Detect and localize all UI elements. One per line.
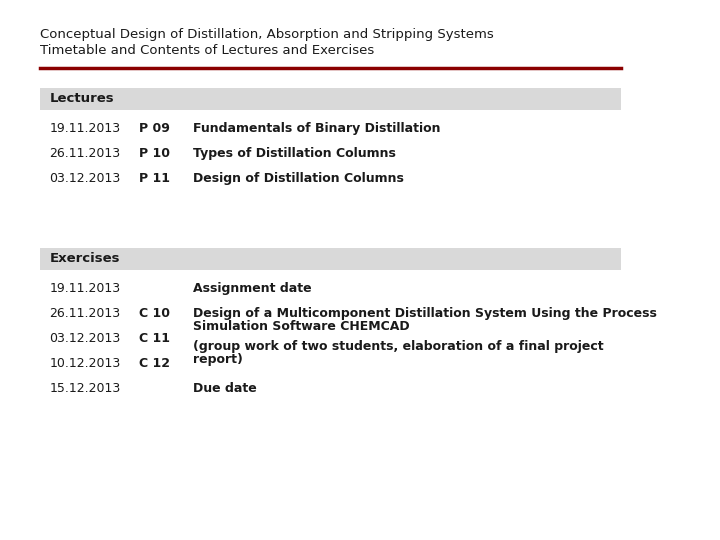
Text: Design of a Multicomponent Distillation System Using the Process: Design of a Multicomponent Distillation … [194, 307, 657, 320]
Text: 19.11.2013: 19.11.2013 [50, 282, 120, 295]
Text: Timetable and Contents of Lectures and Exercises: Timetable and Contents of Lectures and E… [40, 44, 374, 57]
Text: C 12: C 12 [140, 357, 171, 370]
Text: P 11: P 11 [140, 172, 171, 185]
Text: C 11: C 11 [140, 332, 171, 345]
Text: P 10: P 10 [140, 147, 171, 160]
Text: Fundamentals of Binary Distillation: Fundamentals of Binary Distillation [194, 122, 441, 135]
Text: 26.11.2013: 26.11.2013 [50, 147, 120, 160]
Text: (group work of two students, elaboration of a final project: (group work of two students, elaboration… [194, 340, 604, 353]
Text: report): report) [194, 353, 243, 366]
Text: C 10: C 10 [140, 307, 171, 320]
Text: Due date: Due date [194, 382, 257, 395]
Text: 15.12.2013: 15.12.2013 [50, 382, 121, 395]
FancyBboxPatch shape [40, 88, 621, 110]
Text: Design of Distillation Columns: Design of Distillation Columns [194, 172, 404, 185]
Text: 03.12.2013: 03.12.2013 [50, 172, 121, 185]
Text: Exercises: Exercises [50, 253, 120, 266]
Text: Simulation Software CHEMCAD: Simulation Software CHEMCAD [194, 320, 410, 333]
Text: 03.12.2013: 03.12.2013 [50, 332, 121, 345]
Text: Lectures: Lectures [50, 92, 114, 105]
FancyBboxPatch shape [40, 248, 621, 270]
Text: Conceptual Design of Distillation, Absorption and Stripping Systems: Conceptual Design of Distillation, Absor… [40, 28, 493, 41]
Text: 10.12.2013: 10.12.2013 [50, 357, 121, 370]
Text: P 09: P 09 [140, 122, 170, 135]
Text: Types of Distillation Columns: Types of Distillation Columns [194, 147, 396, 160]
Text: 19.11.2013: 19.11.2013 [50, 122, 120, 135]
Text: Assignment date: Assignment date [194, 282, 312, 295]
Text: 26.11.2013: 26.11.2013 [50, 307, 120, 320]
